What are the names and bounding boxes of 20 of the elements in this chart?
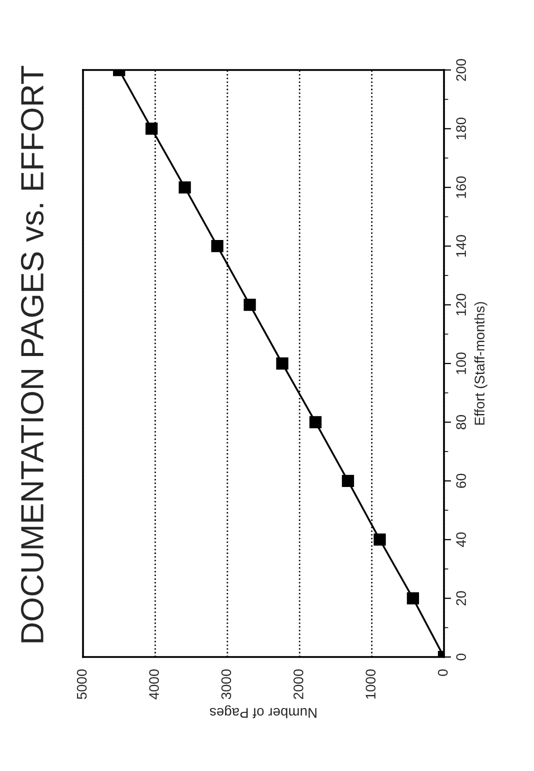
y-tick-label: 100 xyxy=(456,352,466,374)
x-tick-label: 5000 xyxy=(76,669,87,700)
y-tick-label: 160 xyxy=(456,176,466,198)
x-tick-label: 1000 xyxy=(366,669,376,699)
y-tick-label: 120 xyxy=(456,294,466,316)
y-tick-label: 60 xyxy=(456,474,466,488)
y-tick-label: 40 xyxy=(456,532,466,548)
y-tick-label: 140 xyxy=(456,235,466,257)
x-tick-label: 3000 xyxy=(221,669,232,700)
x-axis-title: Number of Pages xyxy=(210,705,316,718)
text: DOCUMENTATION PAGES vs. EFFORT xyxy=(20,66,44,642)
y-axis-title: Effort (Staff-months) xyxy=(474,302,488,425)
y-tick-label: 20 xyxy=(456,591,466,606)
x-tick-label: 0 xyxy=(438,669,448,676)
x-tick-label: 4000 xyxy=(149,669,159,700)
y-tick-label: 180 xyxy=(456,118,466,140)
x-tick-label: 2000 xyxy=(293,669,304,699)
y-tick-label: 200 xyxy=(456,58,466,81)
y-tick-label: 80 xyxy=(456,415,466,430)
y-tick-label: 0 xyxy=(456,654,466,660)
